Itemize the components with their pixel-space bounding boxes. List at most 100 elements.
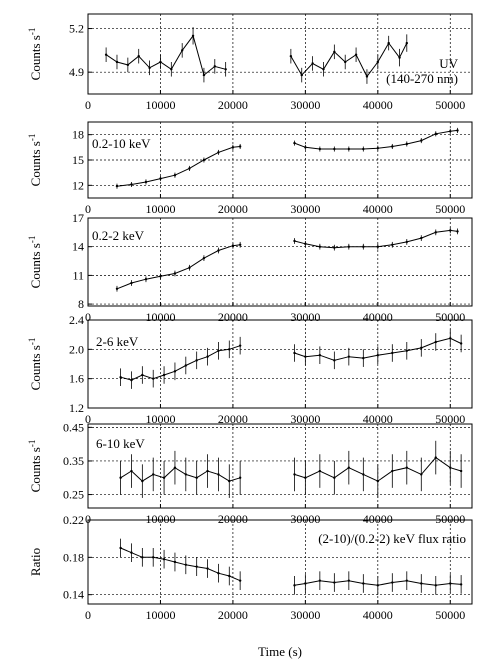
data-point (405, 41, 408, 45)
x-axis-title: Time (s) (258, 644, 302, 659)
plot-frame (87, 319, 473, 409)
chart-panel-5: 0 10000 20000 30000 40000 50000 0.25 0.35 0.45 Co… (27, 420, 473, 526)
data-point (162, 558, 166, 561)
x-tick-label: 40000 (363, 98, 393, 112)
y-tick-label: 17 (72, 211, 84, 225)
data-point (293, 584, 296, 587)
data-point (449, 466, 452, 469)
data-point (115, 60, 119, 64)
data-point (376, 479, 380, 483)
data-point (159, 177, 162, 180)
x-tick-label: 0 (85, 310, 91, 324)
data-point (304, 355, 307, 358)
y-tick-label: 11 (72, 268, 84, 282)
data-point (228, 348, 231, 351)
data-point (184, 473, 188, 476)
panel-label: UV (439, 56, 458, 71)
data-point (449, 582, 452, 585)
data-point (304, 242, 307, 246)
data-point (449, 337, 452, 340)
data-point (137, 54, 140, 58)
x-tick-label: 0 (85, 98, 91, 112)
plot-frame (87, 519, 473, 605)
y-tick-label: 8 (78, 297, 84, 311)
data-point (420, 139, 423, 142)
data-point (195, 476, 198, 479)
y-tick-label: 2.0 (69, 342, 84, 356)
data-point (141, 556, 144, 559)
data-point (195, 565, 198, 568)
data-point (376, 354, 380, 357)
y-tick-label: 18 (72, 128, 84, 142)
data-point (224, 68, 227, 71)
data-point (206, 469, 209, 473)
data-point (184, 563, 188, 566)
data-point (318, 354, 322, 357)
x-tick-label: 10000 (145, 98, 175, 112)
panel-label: 6-10 keV (96, 436, 145, 451)
y-tick-label: 0.25 (63, 488, 84, 502)
data-point (347, 147, 351, 151)
data-point (213, 65, 216, 68)
y-axis-title: Counts s-1 (27, 236, 43, 289)
data-point (376, 245, 380, 248)
series-line (290, 42, 408, 78)
series-line (120, 547, 241, 582)
y-axis-title: Counts s-1 (27, 440, 43, 493)
data-point (188, 266, 191, 269)
data-point (238, 145, 242, 148)
y-tick-label: 1.6 (69, 372, 84, 386)
series-line (294, 229, 458, 249)
data-point (376, 146, 380, 150)
data-point (347, 355, 351, 358)
data-point (293, 239, 296, 243)
data-point (456, 129, 459, 132)
data-point (217, 572, 220, 575)
y-axis-title: Counts s-1 (27, 28, 43, 81)
data-point (202, 158, 206, 162)
x-tick-label: 0 (85, 202, 91, 216)
data-point (333, 359, 336, 362)
data-point (405, 349, 408, 352)
data-point (304, 146, 307, 149)
panel-label: (2-10)/(0.2-2) keV flux ratio (318, 531, 466, 546)
data-point (173, 560, 177, 564)
data-point (104, 53, 108, 56)
data-point (231, 244, 235, 247)
data-point (119, 546, 122, 550)
data-point (180, 49, 184, 52)
data-point (141, 373, 144, 377)
data-point (119, 476, 122, 479)
data-point (217, 349, 220, 352)
y-axis-title: Counts s-1 (27, 134, 43, 187)
data-point (420, 346, 423, 350)
x-tick-label: 10000 (145, 412, 175, 426)
data-point (459, 583, 463, 586)
panel-label: 0.2-10 keV (92, 136, 151, 151)
data-point (159, 275, 162, 278)
y-tick-label: 14 (72, 240, 84, 254)
plot-frame (87, 217, 473, 307)
data-point (362, 582, 365, 585)
data-point (293, 351, 296, 355)
x-tick-label: 20000 (218, 98, 248, 112)
x-tick-label: 0 (85, 608, 91, 622)
data-point (206, 567, 209, 570)
data-point (362, 245, 365, 248)
data-point (173, 272, 177, 275)
data-point (344, 60, 347, 64)
data-point (387, 41, 390, 45)
data-point (217, 249, 220, 252)
series-line (116, 146, 241, 187)
data-point (420, 582, 423, 585)
y-axis-title: Ratio (28, 548, 43, 576)
chart-panel-3: 0 10000 20000 30000 40000 500008111417Counts … (27, 211, 473, 324)
data-point (170, 68, 173, 71)
x-tick-label: 20000 (218, 608, 248, 622)
x-tick-label: 10000 (145, 512, 175, 526)
panel-label: 2-6 keV (96, 334, 139, 349)
data-point (228, 574, 231, 578)
data-point (333, 50, 336, 54)
x-tick-label: 40000 (363, 202, 393, 216)
